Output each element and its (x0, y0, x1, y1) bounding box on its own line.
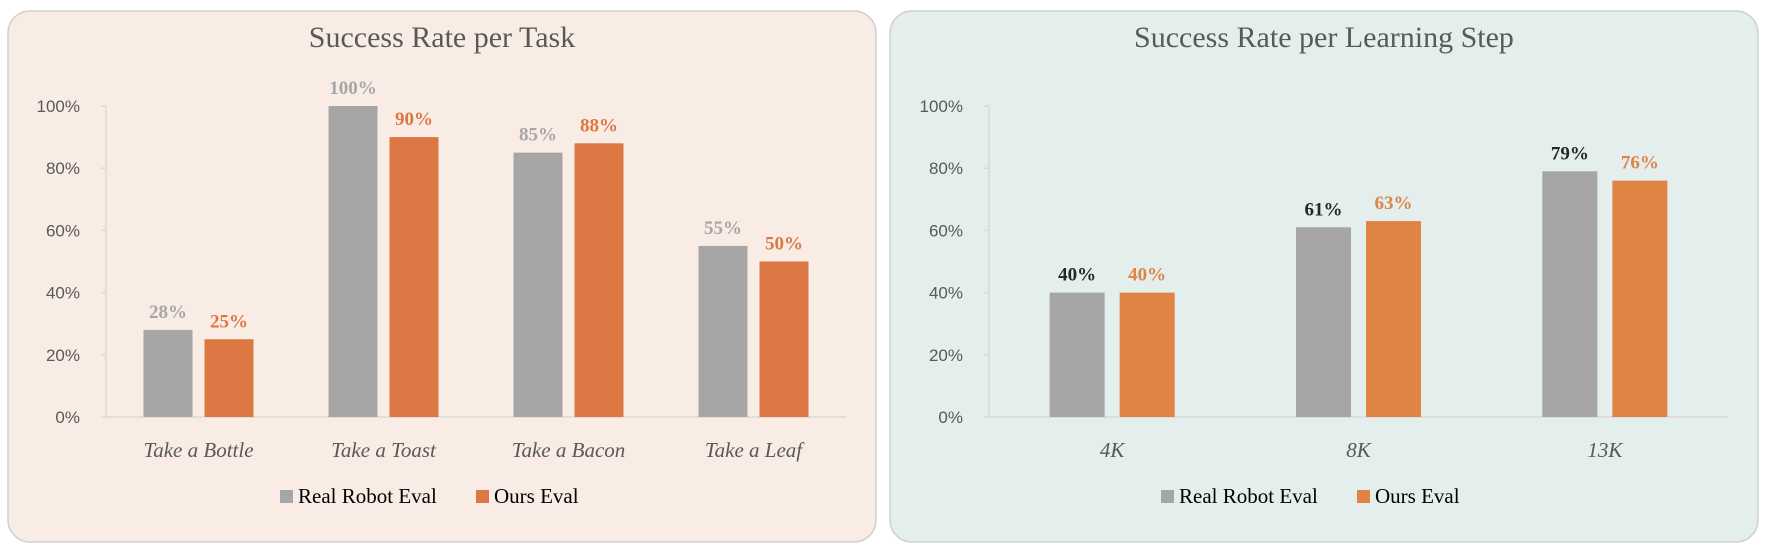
chart-title: Success Rate per Learning Step (1134, 21, 1514, 54)
bar-real-robot-eval (698, 245, 748, 417)
data-label: 88% (580, 115, 618, 136)
bar-ours-eval (1366, 221, 1421, 417)
chart-panel-2: Success Rate per Learning Step 0% 20% 40% 60… (889, 10, 1759, 543)
data-label: 40% (1128, 265, 1166, 286)
y-tick-label: 100% (920, 97, 963, 116)
legend-label: Real Robot Eval (298, 484, 437, 508)
data-label: 25% (210, 311, 248, 332)
data-label: 79% (1551, 143, 1589, 164)
x-tick-label: Take a Bottle (143, 438, 253, 462)
data-label: 55% (704, 218, 742, 239)
y-tick-label: 0% (938, 408, 963, 427)
chart-title: Success Rate per Task (309, 21, 575, 54)
x-tick-label: 13K (1587, 438, 1623, 462)
data-label: 76% (1621, 153, 1659, 174)
bar-ours-eval (389, 137, 439, 417)
x-tick-label: 4K (1100, 438, 1126, 462)
data-label: 85% (519, 125, 557, 146)
bar-ours-eval (1119, 292, 1175, 417)
bar-ours-eval (1612, 180, 1668, 417)
bar-ours-eval (574, 143, 624, 417)
bar-real-robot-eval (1049, 292, 1105, 417)
x-tick-label: Take a Leaf (705, 438, 805, 462)
y-tick-label: 60% (929, 221, 963, 240)
bar-real-robot-eval (1296, 227, 1351, 417)
bar-real-robot-eval (1542, 171, 1598, 417)
y-tick-label: 60% (46, 221, 80, 240)
legend-swatch-real-robot-eval (1161, 490, 1174, 503)
legend-swatch-ours-eval (1357, 490, 1370, 503)
y-tick-label: 40% (929, 284, 963, 303)
legend-swatch-real-robot-eval (280, 490, 293, 503)
y-tick-label: 40% (46, 284, 80, 303)
y-tick-label: 0% (55, 408, 80, 427)
legend: Real Robot Eval Ours Eval (280, 484, 579, 508)
x-tick-label: Take a Toast (331, 438, 437, 462)
bar-real-robot-eval (143, 329, 193, 417)
chart-panel-1: Success Rate per Task 0% 20% 40% 60% 80% 100% T… (7, 10, 877, 543)
legend: Real Robot Eval Ours Eval (1161, 484, 1460, 508)
data-label: 63% (1375, 193, 1413, 214)
legend-label: Ours Eval (1375, 484, 1460, 508)
bar-real-robot-eval (513, 152, 563, 417)
data-label: 90% (395, 109, 433, 130)
data-label: 100% (329, 78, 377, 99)
bar-ours-eval (759, 261, 809, 417)
bar-real-robot-eval (328, 106, 378, 417)
data-label: 28% (149, 302, 187, 323)
data-label: 61% (1305, 199, 1343, 220)
legend-label: Real Robot Eval (1179, 484, 1318, 508)
bar-ours-eval (204, 339, 254, 417)
legend-swatch-ours-eval (476, 490, 489, 503)
y-tick-label: 20% (46, 346, 80, 365)
legend-label: Ours Eval (494, 484, 579, 508)
y-tick-label: 80% (929, 159, 963, 178)
data-label: 50% (765, 234, 803, 255)
x-tick-label: 8K (1346, 438, 1372, 462)
x-tick-label: Take a Bacon (512, 438, 626, 462)
y-tick-label: 100% (37, 97, 80, 116)
data-label: 40% (1058, 265, 1096, 286)
y-tick-label: 20% (929, 346, 963, 365)
y-tick-label: 80% (46, 159, 80, 178)
